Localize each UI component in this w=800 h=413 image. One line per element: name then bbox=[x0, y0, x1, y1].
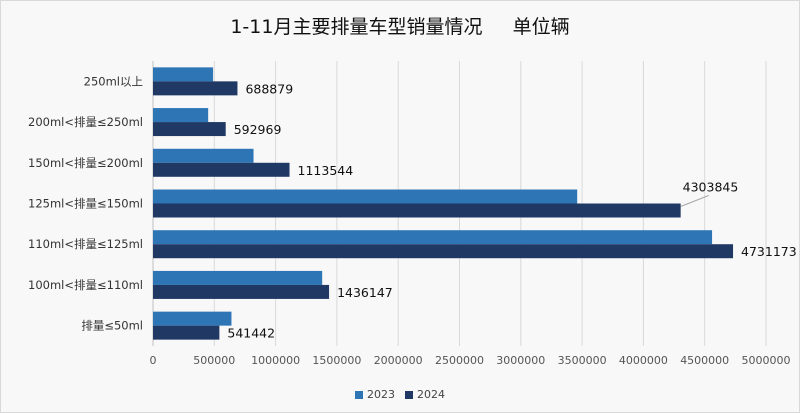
data-label-leader bbox=[680, 195, 709, 207]
legend-label: 2023 bbox=[367, 388, 395, 401]
bar-2024 bbox=[153, 81, 238, 96]
data-label: 592969 bbox=[234, 122, 282, 137]
bar-2023 bbox=[153, 311, 232, 326]
x-tick-label: 0 bbox=[150, 354, 157, 367]
category-label: 110ml<排量≤125ml bbox=[28, 237, 143, 251]
x-tick-label: 3000000 bbox=[496, 354, 545, 367]
bar-2023 bbox=[153, 230, 713, 245]
bar-2023 bbox=[153, 148, 254, 163]
x-tick-label: 2000000 bbox=[374, 354, 423, 367]
data-label: 1113544 bbox=[298, 163, 354, 178]
category-label: 250ml以上 bbox=[84, 74, 143, 88]
category-label: 排量≤50ml bbox=[81, 319, 143, 333]
data-label: 4303845 bbox=[683, 180, 739, 195]
category-label: 125ml<排量≤150ml bbox=[28, 197, 143, 211]
legend-item-2024: 2024 bbox=[405, 388, 445, 401]
legend-label: 2024 bbox=[417, 388, 445, 401]
bar-2024 bbox=[153, 325, 220, 340]
x-tick-label: 4000000 bbox=[619, 354, 668, 367]
x-tick-label: 4500000 bbox=[680, 354, 729, 367]
x-tick-label: 500000 bbox=[193, 354, 235, 367]
chart-title: 1-11月主要排量车型销量情况 单位辆 bbox=[230, 16, 570, 38]
data-label: 541442 bbox=[227, 326, 275, 341]
chart-legend: 2023 2024 bbox=[1, 388, 799, 401]
bar-2023 bbox=[153, 67, 214, 82]
bar-2024 bbox=[153, 162, 290, 177]
x-tick-label: 1500000 bbox=[312, 354, 361, 367]
bar-2023 bbox=[153, 270, 323, 285]
x-tick-label: 3500000 bbox=[558, 354, 607, 367]
legend-item-2023: 2023 bbox=[355, 388, 395, 401]
data-label: 1436147 bbox=[337, 285, 393, 300]
category-label: 200ml<排量≤250ml bbox=[28, 115, 143, 129]
data-label: 688879 bbox=[245, 81, 293, 96]
bar-2023 bbox=[153, 189, 578, 204]
bar-2024 bbox=[153, 122, 226, 137]
bar-2023 bbox=[153, 108, 209, 123]
x-tick-label: 2500000 bbox=[435, 354, 484, 367]
category-label: 150ml<排量≤200ml bbox=[28, 156, 143, 170]
x-tick-label: 1000000 bbox=[251, 354, 300, 367]
bar-2024 bbox=[153, 203, 681, 218]
data-label: 4731173 bbox=[741, 244, 797, 259]
bar-2024 bbox=[153, 244, 734, 259]
legend-swatch bbox=[405, 390, 413, 399]
bar-2024 bbox=[153, 284, 330, 299]
category-label: 100ml<排量≤110ml bbox=[28, 278, 143, 292]
x-tick-label: 5000000 bbox=[742, 354, 791, 367]
legend-swatch bbox=[355, 390, 363, 399]
